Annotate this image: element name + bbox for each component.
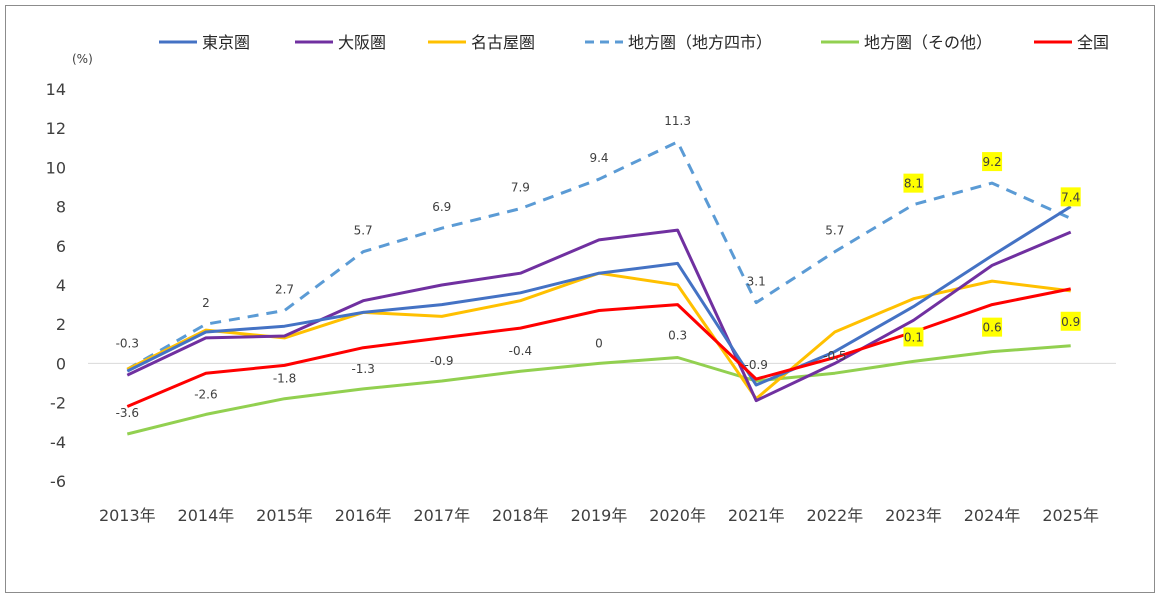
y-tick-label: 8 [56,198,66,217]
x-tick-label: 2024年 [964,506,1021,525]
data-label: 3.1 [747,275,766,289]
legend-label: 名古屋圏 [471,33,535,52]
x-tick-label: 2018年 [492,506,549,525]
data-label: 8.1 [904,177,923,191]
x-tick-label: 2023年 [885,506,942,525]
series-line [126,228,1072,403]
data-label: -0.4 [509,344,532,358]
y-tick-label: 14 [46,80,66,99]
y-tick-label: -6 [50,472,66,491]
data-label: 9.2 [983,155,1002,169]
data-label: 2 [202,296,210,310]
x-tick-label: 2019年 [571,506,628,525]
data-label: -1.8 [273,372,296,386]
y-tick-label: 2 [56,315,66,334]
y-tick-label: 10 [46,158,66,177]
x-tick-label: 2021年 [728,506,785,525]
legend-label: 全国 [1077,33,1109,52]
x-tick-label: 2017年 [413,506,470,525]
y-tick-label: -2 [50,394,66,413]
data-label: 7.9 [511,181,530,195]
x-tick-label: 2025年 [1042,506,1099,525]
legend-label: 地方圏（地方四市） [628,33,772,52]
legend-label: 地方圏（その他） [864,33,992,52]
data-label: 0 [595,336,603,350]
data-label: 0.9 [1061,315,1080,329]
data-label: -0.5 [823,349,846,363]
y-tick-label: 6 [56,237,66,256]
data-label: 9.4 [589,151,608,165]
label-highlight [903,173,924,193]
legend-label: 東京圏 [202,33,250,52]
x-tick-label: 2022年 [806,506,863,525]
data-label: 0.1 [904,330,923,344]
label-highlight [982,152,1003,172]
label-highlight [1060,187,1081,207]
data-label: -2.6 [194,387,217,401]
label-highlight [903,327,924,347]
series-line [126,344,1071,436]
x-tick-label: 2014年 [178,506,235,525]
y-tick-label: 12 [46,119,66,138]
data-label: 5.7 [825,224,844,238]
label-highlight [982,317,1003,337]
data-label: 11.3 [664,114,691,128]
data-label: 5.7 [354,224,373,238]
series-line [126,205,1072,387]
x-tick-label: 2015年 [256,506,313,525]
x-tick-label: 2020年 [649,506,706,525]
data-label: 7.4 [1061,190,1080,204]
y-tick-label: 4 [56,276,66,295]
data-label: 0.6 [983,321,1002,335]
y-axis-unit: (%) [72,52,93,66]
data-label: -3.6 [116,406,139,420]
data-label: 2.7 [275,282,294,296]
legend-label: 大阪圏 [338,33,386,52]
chart-frame [5,5,1155,593]
y-tick-label: -4 [50,433,66,452]
series-line [126,140,1072,371]
data-label: 6.9 [432,200,451,214]
data-label: -0.9 [430,354,453,368]
data-label: -1.3 [351,362,374,376]
label-highlight [1060,311,1081,331]
y-tick-label: 0 [56,354,66,373]
data-label: 0.3 [668,329,687,343]
x-tick-label: 2013年 [99,506,156,525]
data-label: -0.3 [116,336,139,350]
x-tick-label: 2016年 [335,506,392,525]
data-label: -0.9 [745,358,768,372]
